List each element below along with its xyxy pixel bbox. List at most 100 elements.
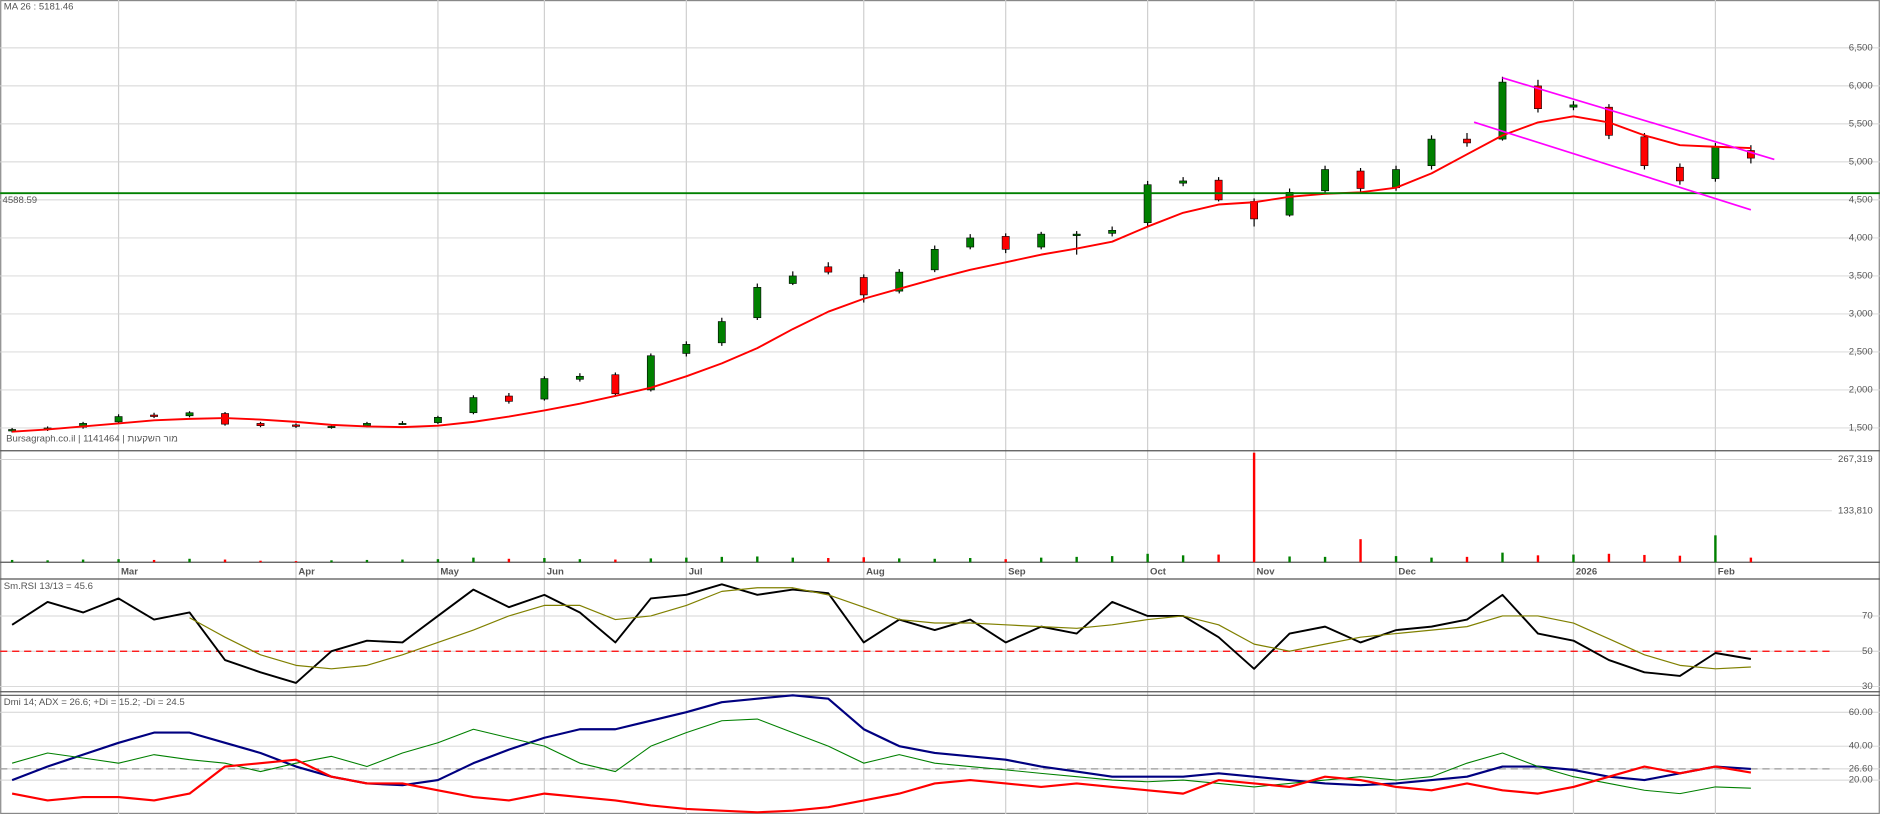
x-tick-label: Jul (689, 566, 703, 577)
volume-bar (507, 558, 511, 563)
y-tick-label: 50 (1862, 646, 1873, 657)
candle-body (1640, 136, 1649, 167)
candle-body (1569, 104, 1578, 108)
volume-bar (933, 558, 936, 563)
candle-body (1143, 184, 1152, 224)
trend-line (1473, 121, 1752, 211)
volume-bar (1217, 554, 1220, 563)
series-line (189, 587, 1751, 670)
y-tick-label: 5,000 (1849, 156, 1873, 167)
candle-body (327, 426, 336, 428)
volume-bar (46, 560, 49, 563)
y-tick-label: 26.60 (1849, 763, 1873, 774)
volume-bar (969, 558, 972, 563)
candle-body (363, 423, 371, 426)
support-label: 4588.59 (3, 195, 38, 206)
text-layer: Mar Apr May Jun Jul Aug Sep Oct Nov Dec 2026 Feb 1,5… (3, 2, 1873, 786)
candle-body (646, 355, 655, 391)
candle-body (434, 417, 442, 423)
y-tick-label: 6,500 (1849, 42, 1873, 53)
candle-body (1214, 179, 1223, 201)
volume-bar (436, 559, 440, 563)
volume-bar (365, 559, 369, 563)
x-tick-label: Sep (1008, 566, 1026, 577)
x-tick-label: 2026 (1576, 566, 1597, 577)
candle-body (1676, 166, 1684, 182)
x-tick-label: May (440, 566, 459, 577)
y-tick-label: 2,500 (1849, 346, 1873, 357)
candle-body (185, 412, 194, 417)
y-tick-label: 4,000 (1849, 232, 1873, 243)
volume-bar (1678, 555, 1682, 563)
y-tick-label: 30 (1862, 681, 1873, 692)
candle-body (1037, 233, 1046, 248)
x-tick-label: Feb (1718, 566, 1735, 577)
candle-body (398, 423, 407, 425)
series-line (11, 583, 1752, 684)
volume-bar (1607, 553, 1611, 563)
volume-bar (1323, 556, 1327, 563)
candle-body (1179, 180, 1188, 184)
y-tick-label: 40.00 (1849, 741, 1873, 752)
volume-bar (1714, 535, 1717, 563)
volume-bar (1110, 556, 1114, 563)
y-tick-label: 3,500 (1849, 270, 1873, 281)
volume-bar (791, 557, 794, 563)
candle-body (1001, 236, 1010, 250)
watermark: Bursagraph.co.il | 1141464 | מור השקעות (6, 433, 178, 444)
candle-body (859, 277, 868, 296)
series-line (12, 115, 1751, 433)
volume-bar (578, 559, 582, 563)
volume-bar (543, 558, 546, 563)
candle-body (575, 375, 584, 380)
candle-body (930, 249, 939, 271)
volume-bar (1359, 539, 1362, 563)
volume-bar (1572, 554, 1575, 563)
candle-body (469, 397, 478, 414)
y-tick-label: 3,000 (1849, 308, 1873, 319)
volume-bar (1643, 554, 1646, 563)
x-tick-label: Apr (298, 566, 315, 577)
volume-bar (1501, 552, 1504, 563)
volume-bar (1146, 553, 1149, 563)
volume-bar (81, 559, 85, 563)
volume-bar (720, 556, 724, 563)
volume-bar (1252, 452, 1256, 563)
volume-bar (1288, 556, 1291, 563)
volume-bar (1749, 557, 1753, 563)
y-tick-label: 133,810 (1838, 505, 1873, 516)
trend-line (1502, 77, 1775, 161)
x-tick-label: Nov (1256, 566, 1275, 577)
series-line (11, 758, 1752, 814)
volume-bar (10, 559, 14, 563)
volume-bar (294, 561, 298, 563)
candle-body (966, 237, 975, 248)
volume-bar (223, 559, 227, 563)
candle-body (824, 266, 833, 273)
y-tick-label: 2,000 (1849, 384, 1873, 395)
y-tick-label: 6,000 (1849, 80, 1873, 91)
volume-bar (649, 558, 653, 563)
volume-bar (259, 560, 262, 563)
volume-bar (1536, 555, 1540, 563)
volume-bar (1394, 556, 1398, 563)
candle-body (717, 321, 726, 344)
candle-body (256, 423, 265, 426)
volume-bar (1430, 557, 1433, 563)
volume-bar (1075, 556, 1078, 563)
panel-title: Sm.RSI 13/13 = 45.6 (4, 581, 93, 592)
y-tick-label: 4,500 (1849, 194, 1873, 205)
candle-body (895, 271, 904, 292)
candle-body (1072, 233, 1081, 236)
y-tick-label: 5,500 (1849, 118, 1873, 129)
y-tick-label: 20.00 (1849, 775, 1873, 786)
volume-bar (401, 559, 404, 563)
volume-bar (152, 559, 156, 563)
candle-body (1498, 81, 1507, 140)
volume-bar (1039, 557, 1043, 563)
candle-body (292, 424, 300, 427)
panel-title: MA 26 : 5181.46 (4, 2, 74, 13)
volume-bar (862, 557, 865, 563)
